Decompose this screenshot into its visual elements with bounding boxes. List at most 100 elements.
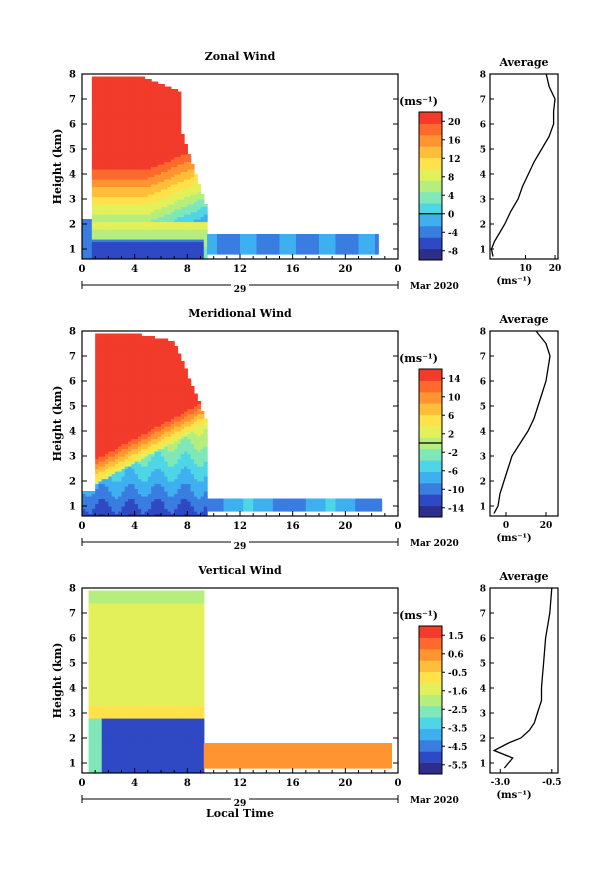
heatmap-cell xyxy=(338,234,343,238)
heatmap-cell xyxy=(101,86,106,90)
heatmap-cell xyxy=(167,456,172,460)
heatmap-cell xyxy=(118,79,123,83)
heatmap-cell xyxy=(335,236,340,240)
heatmap-cell xyxy=(210,239,215,243)
heatmap-cell xyxy=(184,488,188,492)
heatmap-cell xyxy=(157,174,162,178)
heatmap-cell xyxy=(114,119,119,123)
heatmap-cell xyxy=(105,388,109,392)
heatmap-cell xyxy=(161,468,165,472)
heatmap-cell xyxy=(180,186,185,190)
heatmap-cell xyxy=(114,156,119,160)
heatmap-cell xyxy=(144,411,149,415)
heatmap-cell xyxy=(154,139,159,143)
heatmap-cell xyxy=(187,426,192,430)
heatmap-cell xyxy=(154,181,159,185)
heatmap-cell xyxy=(101,181,106,185)
heatmap-cell xyxy=(144,211,149,215)
heatmap-cell xyxy=(187,189,192,193)
heatmap-cell xyxy=(114,129,119,133)
heatmap-cell xyxy=(108,201,113,205)
heatmap-cell xyxy=(141,376,146,380)
heatmap-cell xyxy=(95,76,100,80)
heatmap-cell xyxy=(203,234,208,238)
heatmap-cell xyxy=(193,453,198,457)
heatmap-cell xyxy=(157,361,162,365)
heatmap-cell xyxy=(111,488,116,492)
heatmap-cell xyxy=(124,144,129,148)
heatmap-cell xyxy=(121,104,126,108)
heatmap-cell xyxy=(180,231,185,235)
heatmap-cell xyxy=(141,498,146,502)
heatmap-cell xyxy=(105,513,109,516)
heatmap-cell xyxy=(180,219,185,223)
heatmap-cell xyxy=(121,166,126,170)
heatmap-cell xyxy=(128,403,132,407)
heatmap-cell xyxy=(276,236,281,240)
heatmap-cell xyxy=(170,496,175,500)
heatmap-cell xyxy=(167,448,172,452)
heatmap-cell xyxy=(147,473,152,477)
heatmap-cell xyxy=(108,244,113,248)
heatmap-cell xyxy=(184,206,188,210)
heatmap-cell xyxy=(95,224,100,228)
heatmap-cell xyxy=(167,433,172,437)
heatmap-cell xyxy=(246,234,251,238)
heatmap-cell xyxy=(151,164,156,168)
heatmap-cell xyxy=(177,226,182,230)
heatmap-cell xyxy=(177,146,182,150)
heatmap-cell xyxy=(174,363,179,367)
heatmap-cell xyxy=(141,174,146,178)
heatmap-cell xyxy=(203,231,208,235)
heatmap-cell xyxy=(157,451,162,455)
heatmap-cell xyxy=(240,239,244,243)
heatmap-cell xyxy=(105,119,109,123)
heatmap-cell xyxy=(124,169,129,173)
heatmap-cell xyxy=(177,366,182,370)
heatmap-cell xyxy=(249,234,254,238)
heatmap-cell xyxy=(121,249,126,253)
heatmap-cell xyxy=(226,246,231,250)
heatmap-cell xyxy=(161,418,165,422)
heatmap-cell xyxy=(134,256,139,259)
heatmap-cell xyxy=(105,436,109,440)
heatmap-cell xyxy=(193,196,198,200)
heatmap-cell xyxy=(240,241,244,245)
heatmap-cell xyxy=(164,116,169,120)
heatmap-cell xyxy=(309,236,314,240)
heatmap-cell xyxy=(105,393,109,397)
heatmap-cell xyxy=(124,81,129,85)
heatmap-cell xyxy=(141,184,146,188)
heatmap-cell xyxy=(154,91,159,95)
heatmap-cell xyxy=(164,353,169,357)
heatmap-cell xyxy=(128,204,132,208)
heatmap-cell xyxy=(174,383,179,387)
heatmap-cell xyxy=(180,211,185,215)
heatmap-cell xyxy=(328,239,333,243)
heatmap-cell xyxy=(295,249,300,253)
heatmap-cell xyxy=(128,194,132,198)
heatmap-cell xyxy=(187,478,192,482)
heatmap-cell xyxy=(105,401,109,405)
heatmap-cell xyxy=(302,241,307,245)
heatmap-cell xyxy=(101,254,106,258)
heatmap-cell xyxy=(167,139,172,143)
heatmap-cell xyxy=(95,356,100,360)
heatmap-cell xyxy=(124,408,129,412)
heatmap-cell xyxy=(161,126,165,130)
heatmap-cell xyxy=(144,249,149,253)
heatmap-cell xyxy=(197,196,202,200)
heatmap-cell xyxy=(108,463,113,467)
heatmap-cell xyxy=(184,246,188,250)
heatmap-cell xyxy=(111,239,116,243)
heatmap-cell xyxy=(170,149,175,153)
heatmap-cell xyxy=(144,366,149,370)
heatmap-cell xyxy=(355,236,360,240)
heatmap-cell xyxy=(141,356,146,360)
heatmap-cell xyxy=(200,204,205,208)
heatmap-cell xyxy=(170,181,175,185)
heatmap-cell xyxy=(144,91,149,95)
heatmap-cell xyxy=(82,493,86,497)
heatmap-cell xyxy=(121,433,126,437)
heatmap-cell xyxy=(167,511,172,515)
